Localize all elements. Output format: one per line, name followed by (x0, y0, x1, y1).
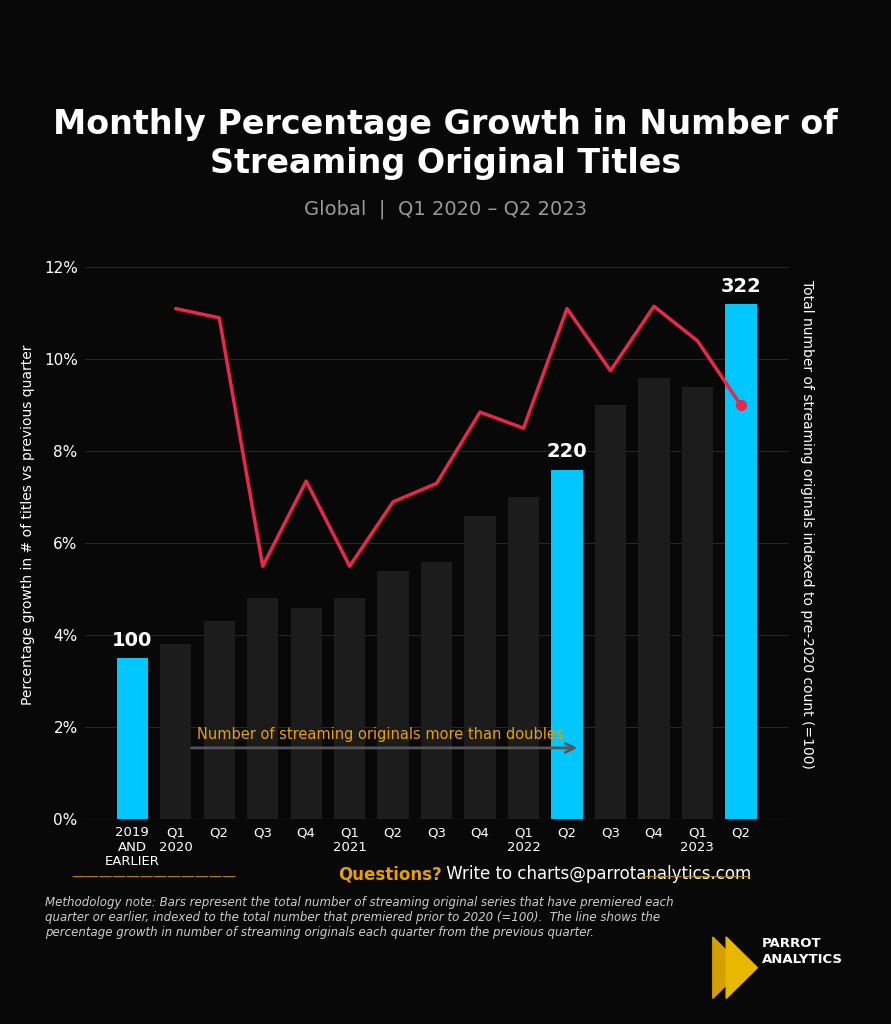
Text: 322: 322 (721, 276, 761, 296)
Text: Monthly Percentage Growth in Number of
Streaming Original Titles: Monthly Percentage Growth in Number of S… (53, 108, 838, 180)
Bar (117, 658, 148, 819)
Y-axis label: Total number of streaming originals indexed to pre-2020 count (=100): Total number of streaming originals inde… (799, 281, 813, 769)
Text: Write to charts@parrotanalytics.com: Write to charts@parrotanalytics.com (441, 865, 751, 884)
Bar (334, 598, 365, 819)
Text: 100: 100 (112, 631, 152, 650)
Text: Number of streaming originals more than doubles: Number of streaming originals more than … (198, 727, 564, 742)
Text: ————————: ———————— (642, 870, 751, 885)
Y-axis label: Percentage growth in # of titles vs previous quarter: Percentage growth in # of titles vs prev… (21, 344, 36, 706)
Bar (160, 644, 192, 819)
Text: Questions?: Questions? (339, 865, 442, 884)
Bar (203, 622, 235, 819)
Bar (638, 378, 670, 819)
Bar (595, 406, 626, 819)
Text: 220: 220 (547, 442, 587, 462)
Bar (247, 598, 278, 819)
Bar (725, 304, 756, 819)
Bar (682, 387, 713, 819)
Bar (290, 607, 322, 819)
Text: Methodology note: Bars represent the total number of streaming original series t: Methodology note: Bars represent the tot… (45, 896, 674, 939)
Bar (552, 470, 583, 819)
Text: ————————————: ———————————— (71, 870, 236, 885)
Text: Global  |  Q1 2020 – Q2 2023: Global | Q1 2020 – Q2 2023 (304, 200, 587, 219)
Bar (378, 570, 409, 819)
Bar (508, 498, 539, 819)
Bar (464, 516, 495, 819)
Bar (421, 561, 453, 819)
Text: PARROT
ANALYTICS: PARROT ANALYTICS (762, 937, 843, 966)
